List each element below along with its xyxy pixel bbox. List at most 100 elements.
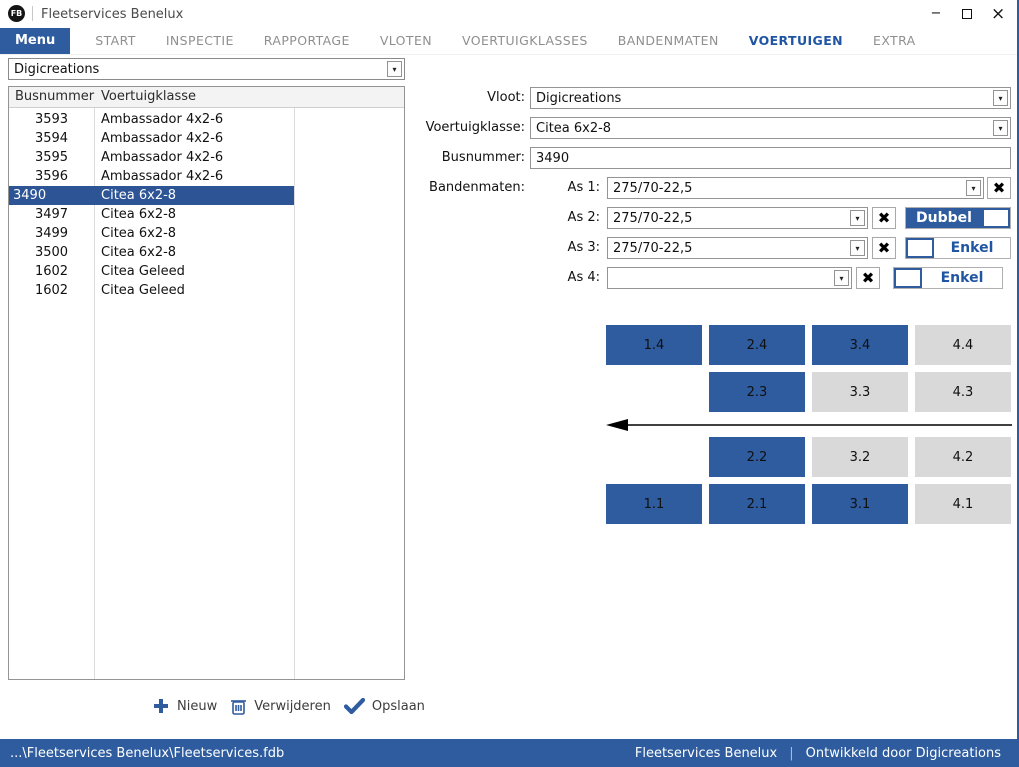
wheel-cell[interactable]: 4.4 (915, 325, 1011, 365)
verwijderen-button[interactable]: Verwijderen (254, 698, 331, 714)
cell-busnummer: 3497 (34, 207, 69, 222)
vloot-label: Vloot: (487, 90, 525, 105)
status-developer: Ontwikkeld door Digicreations (805, 745, 1001, 761)
chevron-down-icon[interactable]: ▾ (993, 90, 1008, 106)
wheel-cell[interactable]: 3.3 (812, 372, 908, 412)
as1-label: As 1: (567, 180, 600, 195)
as3-toggle-label: Enkel (934, 238, 1010, 258)
tab-extra[interactable]: EXTRA (873, 33, 916, 48)
table-row[interactable]: 3595 Ambassador 4x2-6 (9, 148, 404, 167)
tab-start[interactable]: START (95, 33, 136, 48)
plus-icon[interactable] (152, 697, 170, 715)
maximize-icon[interactable] (962, 9, 972, 19)
as4-clear-button[interactable]: ✖ (856, 267, 880, 289)
wheel-cell[interactable]: 2.2 (709, 437, 805, 477)
as2-dropdown[interactable]: 275/70-22,5 ▾ (607, 207, 868, 229)
wheel-cell[interactable]: 1.1 (606, 484, 702, 524)
window-title: Fleetservices Benelux (41, 7, 184, 22)
fleet-select-value: Digicreations (14, 61, 100, 77)
as4-enkel-toggle[interactable]: Enkel (893, 267, 1003, 289)
column-header-busnummer[interactable]: Busnummer (15, 89, 95, 104)
as1-dropdown[interactable]: 275/70-22,5 ▾ (607, 177, 984, 199)
close-icon[interactable]: × (991, 4, 1006, 24)
tab-vloten[interactable]: VLOTEN (379, 33, 433, 48)
as4-toggle-label: Enkel (922, 268, 1002, 288)
cell-voertuigklasse: Citea 6x2-8 (101, 245, 177, 260)
wheel-cell[interactable]: 2.3 (709, 372, 805, 412)
wheel-cell[interactable]: 3.2 (812, 437, 908, 477)
status-bar: ...\Fleetservices Benelux\Fleetservices.… (0, 739, 1019, 767)
wheel-cell[interactable]: 2.1 (709, 484, 805, 524)
as1-clear-button[interactable]: ✖ (987, 177, 1011, 199)
checkmark-icon[interactable] (343, 698, 365, 714)
drive-direction-arrow-icon (606, 417, 1012, 431)
tab-voertuigen[interactable]: VOERTUIGEN (748, 33, 844, 48)
as3-dropdown[interactable]: 275/70-22,5 ▾ (607, 237, 868, 259)
wheel-cell[interactable]: 4.1 (915, 484, 1011, 524)
wheel-cell[interactable]: 3.4 (812, 325, 908, 365)
table-row[interactable]: 1602 Citea Geleed (9, 262, 404, 281)
as3-label: As 3: (567, 240, 600, 255)
wheel-cell[interactable]: 1.4 (606, 325, 702, 365)
chevron-down-icon[interactable]: ▾ (387, 61, 402, 77)
chevron-down-icon[interactable]: ▾ (850, 240, 865, 256)
as3-enkel-toggle[interactable]: Enkel (905, 237, 1011, 259)
chevron-down-icon[interactable]: ▾ (850, 210, 865, 226)
table-body: 3593 Ambassador 4x2-6 3594 Ambassador 4x2-… (9, 110, 404, 300)
cell-busnummer: 3500 (34, 245, 69, 260)
tab-inspectie[interactable]: INSPECTIE (165, 33, 234, 48)
as2-clear-button[interactable]: ✖ (872, 207, 896, 229)
cell-voertuigklasse: Citea 6x2-8 (94, 186, 294, 205)
tab-menu[interactable]: Menu (0, 28, 71, 54)
table-row[interactable]: 3499 Citea 6x2-8 (9, 224, 404, 243)
tab-voertuigklasses[interactable]: VOERTUIGKLASSES (462, 33, 588, 48)
table-row[interactable]: 1602 Citea Geleed (9, 281, 404, 300)
table-row[interactable]: 3593 Ambassador 4x2-6 (9, 110, 404, 129)
record-toolbar: Nieuw Verwijderen Opslaan (152, 690, 438, 722)
vloot-dropdown[interactable]: Digicreations ▾ (530, 87, 1011, 109)
as3-value: 275/70-22,5 (613, 240, 693, 256)
clear-icon: ✖ (861, 269, 875, 287)
clear-icon: ✖ (992, 179, 1006, 197)
as4-label: As 4: (567, 270, 600, 285)
chevron-down-icon[interactable]: ▾ (966, 180, 981, 196)
clear-icon: ✖ (877, 209, 891, 227)
column-header-voertuigklasse[interactable]: Voertuigklasse (101, 89, 197, 104)
table-row[interactable]: 3500 Citea 6x2-8 (9, 243, 404, 262)
as4-dropdown[interactable]: ▾ (607, 267, 852, 289)
trash-icon[interactable] (230, 697, 247, 716)
as2-toggle-label: Dubbel (906, 208, 982, 228)
cell-voertuigklasse: Citea Geleed (101, 283, 185, 298)
tab-rapportage[interactable]: RAPPORTAGE (263, 33, 350, 48)
wheel-cell[interactable]: 2.4 (709, 325, 805, 365)
cell-busnummer: 3593 (34, 112, 69, 127)
cell-busnummer: 3595 (34, 150, 69, 165)
minimize-icon[interactable]: − (930, 6, 942, 21)
voertuigklasse-dropdown[interactable]: Citea 6x2-8 ▾ (530, 117, 1011, 139)
table-row-selected[interactable]: 3490 Citea 6x2-8 (9, 186, 404, 205)
opslaan-button[interactable]: Opslaan (371, 698, 425, 714)
cell-busnummer: 3594 (34, 131, 69, 146)
cell-voertuigklasse: Citea 6x2-8 (101, 207, 177, 222)
wheel-cell[interactable]: 4.3 (915, 372, 1011, 412)
table-row[interactable]: 3497 Citea 6x2-8 (9, 205, 404, 224)
table-row[interactable]: 3596 Ambassador 4x2-6 (9, 167, 404, 186)
table-row[interactable]: 3594 Ambassador 4x2-6 (9, 129, 404, 148)
busnummer-field[interactable]: 3490 (530, 147, 1011, 169)
chevron-down-icon[interactable]: ▾ (993, 120, 1008, 136)
titlebar: FB Fleetservices Benelux − × (0, 0, 1017, 28)
table-header: Busnummer Voertuigklasse (9, 87, 404, 108)
toggle-knob (894, 268, 922, 288)
as2-label: As 2: (567, 210, 600, 225)
cell-voertuigklasse: Ambassador 4x2-6 (101, 169, 224, 184)
tab-bandenmaten[interactable]: BANDENMATEN (617, 33, 719, 48)
cell-voertuigklasse: Ambassador 4x2-6 (101, 150, 224, 165)
wheel-cell[interactable]: 3.1 (812, 484, 908, 524)
wheel-cell[interactable]: 4.2 (915, 437, 1011, 477)
as2-dubbel-toggle[interactable]: Dubbel (905, 207, 1011, 229)
chevron-down-icon[interactable]: ▾ (834, 270, 849, 286)
as3-clear-button[interactable]: ✖ (872, 237, 896, 259)
nieuw-button[interactable]: Nieuw (177, 698, 218, 714)
fleet-select-dropdown[interactable]: Digicreations ▾ (8, 58, 405, 80)
